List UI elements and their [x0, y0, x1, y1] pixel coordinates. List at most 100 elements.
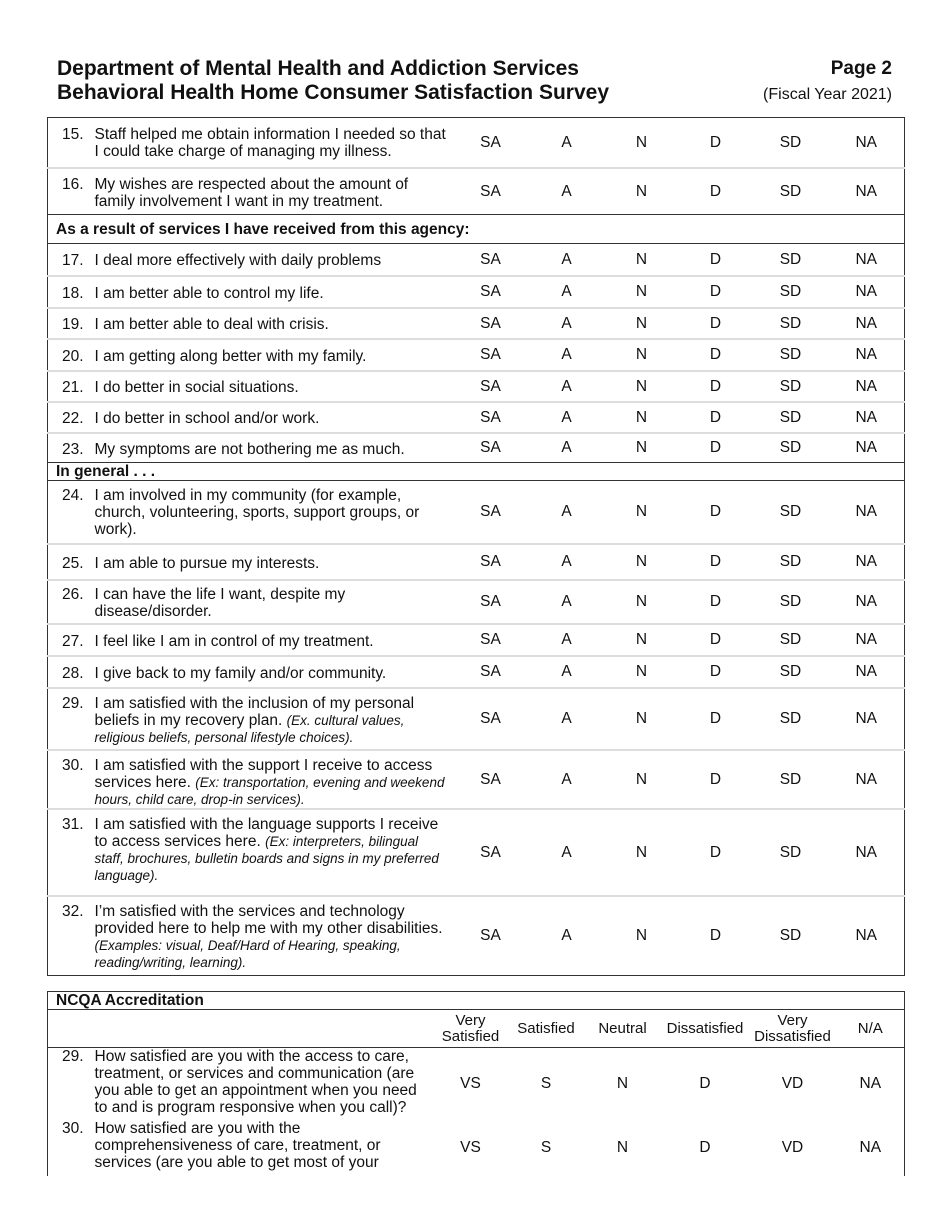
- response-option-a[interactable]: A: [528, 578, 605, 624]
- response-option-sa[interactable]: SA: [452, 686, 529, 750]
- response-option-n[interactable]: N: [604, 337, 679, 371]
- response-option-sa[interactable]: SA: [452, 894, 529, 976]
- response-option-d[interactable]: D: [709, 503, 722, 521]
- response-option-na[interactable]: NA: [828, 166, 905, 215]
- response-option-n[interactable]: N: [604, 894, 679, 976]
- response-option-sa[interactable]: SA: [452, 306, 529, 339]
- response-option-a[interactable]: A: [528, 369, 605, 402]
- response-option-d[interactable]: D: [699, 1075, 711, 1093]
- response-option-d[interactable]: D: [678, 166, 753, 215]
- response-option-d[interactable]: D: [678, 542, 753, 580]
- response-option-na[interactable]: NA: [828, 542, 905, 580]
- response-option-n[interactable]: N: [604, 274, 679, 308]
- response-option-a[interactable]: A: [528, 894, 605, 976]
- response-option-sa[interactable]: SA: [452, 431, 529, 463]
- response-option-a[interactable]: A: [528, 807, 605, 896]
- response-option-sa[interactable]: SA: [452, 400, 529, 433]
- response-option-d[interactable]: D: [709, 133, 722, 151]
- response-option-na[interactable]: NA: [855, 133, 878, 151]
- response-option-d[interactable]: D: [709, 250, 722, 268]
- response-option-vd[interactable]: VD: [781, 1075, 804, 1093]
- response-option-sd[interactable]: SD: [752, 431, 829, 463]
- response-option-n[interactable]: N: [604, 542, 679, 580]
- response-option-a[interactable]: A: [528, 654, 605, 688]
- response-option-a[interactable]: A: [528, 400, 605, 433]
- response-option-sa[interactable]: SA: [480, 133, 501, 151]
- response-option-sd[interactable]: SD: [779, 503, 802, 521]
- response-option-a[interactable]: A: [528, 306, 605, 339]
- response-option-na[interactable]: NA: [828, 274, 905, 308]
- response-option-sd[interactable]: SD: [752, 337, 829, 371]
- response-option-d[interactable]: D: [678, 894, 753, 976]
- response-option-sd[interactable]: SD: [752, 894, 829, 976]
- response-option-sa[interactable]: SA: [452, 578, 529, 624]
- response-option-sa[interactable]: SA: [452, 807, 529, 896]
- response-option-n[interactable]: N: [604, 748, 679, 809]
- response-option-d[interactable]: D: [678, 748, 753, 809]
- response-option-sa[interactable]: SA: [452, 654, 529, 688]
- response-option-na[interactable]: NA: [828, 894, 905, 976]
- response-option-sa[interactable]: SA: [452, 748, 529, 809]
- response-option-a[interactable]: A: [561, 133, 572, 151]
- response-option-sd[interactable]: SD: [752, 166, 829, 215]
- response-option-s[interactable]: S: [540, 1139, 552, 1156]
- response-option-na[interactable]: NA: [828, 748, 905, 809]
- response-option-a[interactable]: A: [561, 503, 572, 521]
- response-option-n[interactable]: N: [635, 503, 648, 521]
- response-option-sd[interactable]: SD: [752, 274, 829, 308]
- response-option-na[interactable]: NA: [859, 1075, 882, 1093]
- response-option-na[interactable]: NA: [828, 337, 905, 371]
- response-option-n[interactable]: N: [604, 166, 679, 215]
- response-option-sd[interactable]: SD: [752, 622, 829, 656]
- response-option-n[interactable]: N: [604, 431, 679, 463]
- response-option-sa[interactable]: SA: [452, 622, 529, 656]
- response-option-d[interactable]: D: [678, 431, 753, 463]
- response-option-n[interactable]: N: [604, 807, 679, 896]
- response-option-sd[interactable]: SD: [752, 578, 829, 624]
- response-option-sd[interactable]: SD: [779, 133, 802, 151]
- response-option-n[interactable]: N: [604, 400, 679, 433]
- response-option-na[interactable]: NA: [828, 306, 905, 339]
- response-option-na[interactable]: NA: [828, 622, 905, 656]
- response-option-na[interactable]: NA: [828, 369, 905, 402]
- response-option-d[interactable]: D: [678, 654, 753, 688]
- response-option-na[interactable]: NA: [855, 503, 878, 521]
- response-option-n[interactable]: N: [616, 1075, 629, 1093]
- response-option-na[interactable]: NA: [828, 578, 905, 624]
- response-option-a[interactable]: A: [528, 748, 605, 809]
- response-option-n[interactable]: N: [604, 369, 679, 402]
- response-option-n[interactable]: N: [635, 250, 648, 268]
- response-option-d[interactable]: D: [678, 337, 753, 371]
- response-option-d[interactable]: D: [699, 1139, 711, 1156]
- response-option-na[interactable]: NA: [855, 250, 878, 268]
- response-option-sd[interactable]: SD: [779, 250, 802, 268]
- response-option-vs[interactable]: VS: [460, 1139, 481, 1156]
- response-option-sa[interactable]: SA: [452, 337, 529, 371]
- response-option-sd[interactable]: SD: [752, 400, 829, 433]
- response-option-sa[interactable]: SA: [452, 166, 529, 215]
- response-option-na[interactable]: NA: [859, 1139, 882, 1156]
- response-option-a[interactable]: A: [528, 542, 605, 580]
- response-option-sd[interactable]: SD: [752, 369, 829, 402]
- response-option-a[interactable]: A: [561, 250, 572, 268]
- response-option-na[interactable]: NA: [828, 400, 905, 433]
- response-option-a[interactable]: A: [528, 622, 605, 656]
- response-option-na[interactable]: NA: [828, 807, 905, 896]
- response-option-sa[interactable]: SA: [480, 250, 501, 268]
- response-option-a[interactable]: A: [528, 274, 605, 308]
- response-option-d[interactable]: D: [678, 274, 753, 308]
- response-option-n[interactable]: N: [604, 622, 679, 656]
- response-option-d[interactable]: D: [678, 369, 753, 402]
- response-option-sa[interactable]: SA: [480, 503, 501, 521]
- response-option-d[interactable]: D: [678, 622, 753, 656]
- response-option-na[interactable]: NA: [828, 686, 905, 750]
- response-option-sa[interactable]: SA: [452, 369, 529, 402]
- response-option-sa[interactable]: SA: [452, 542, 529, 580]
- response-option-d[interactable]: D: [678, 807, 753, 896]
- response-option-sd[interactable]: SD: [752, 686, 829, 750]
- response-option-n[interactable]: N: [604, 686, 679, 750]
- response-option-n[interactable]: N: [635, 133, 648, 151]
- response-option-sd[interactable]: SD: [752, 306, 829, 339]
- response-option-sd[interactable]: SD: [752, 807, 829, 896]
- response-option-sa[interactable]: SA: [452, 274, 529, 308]
